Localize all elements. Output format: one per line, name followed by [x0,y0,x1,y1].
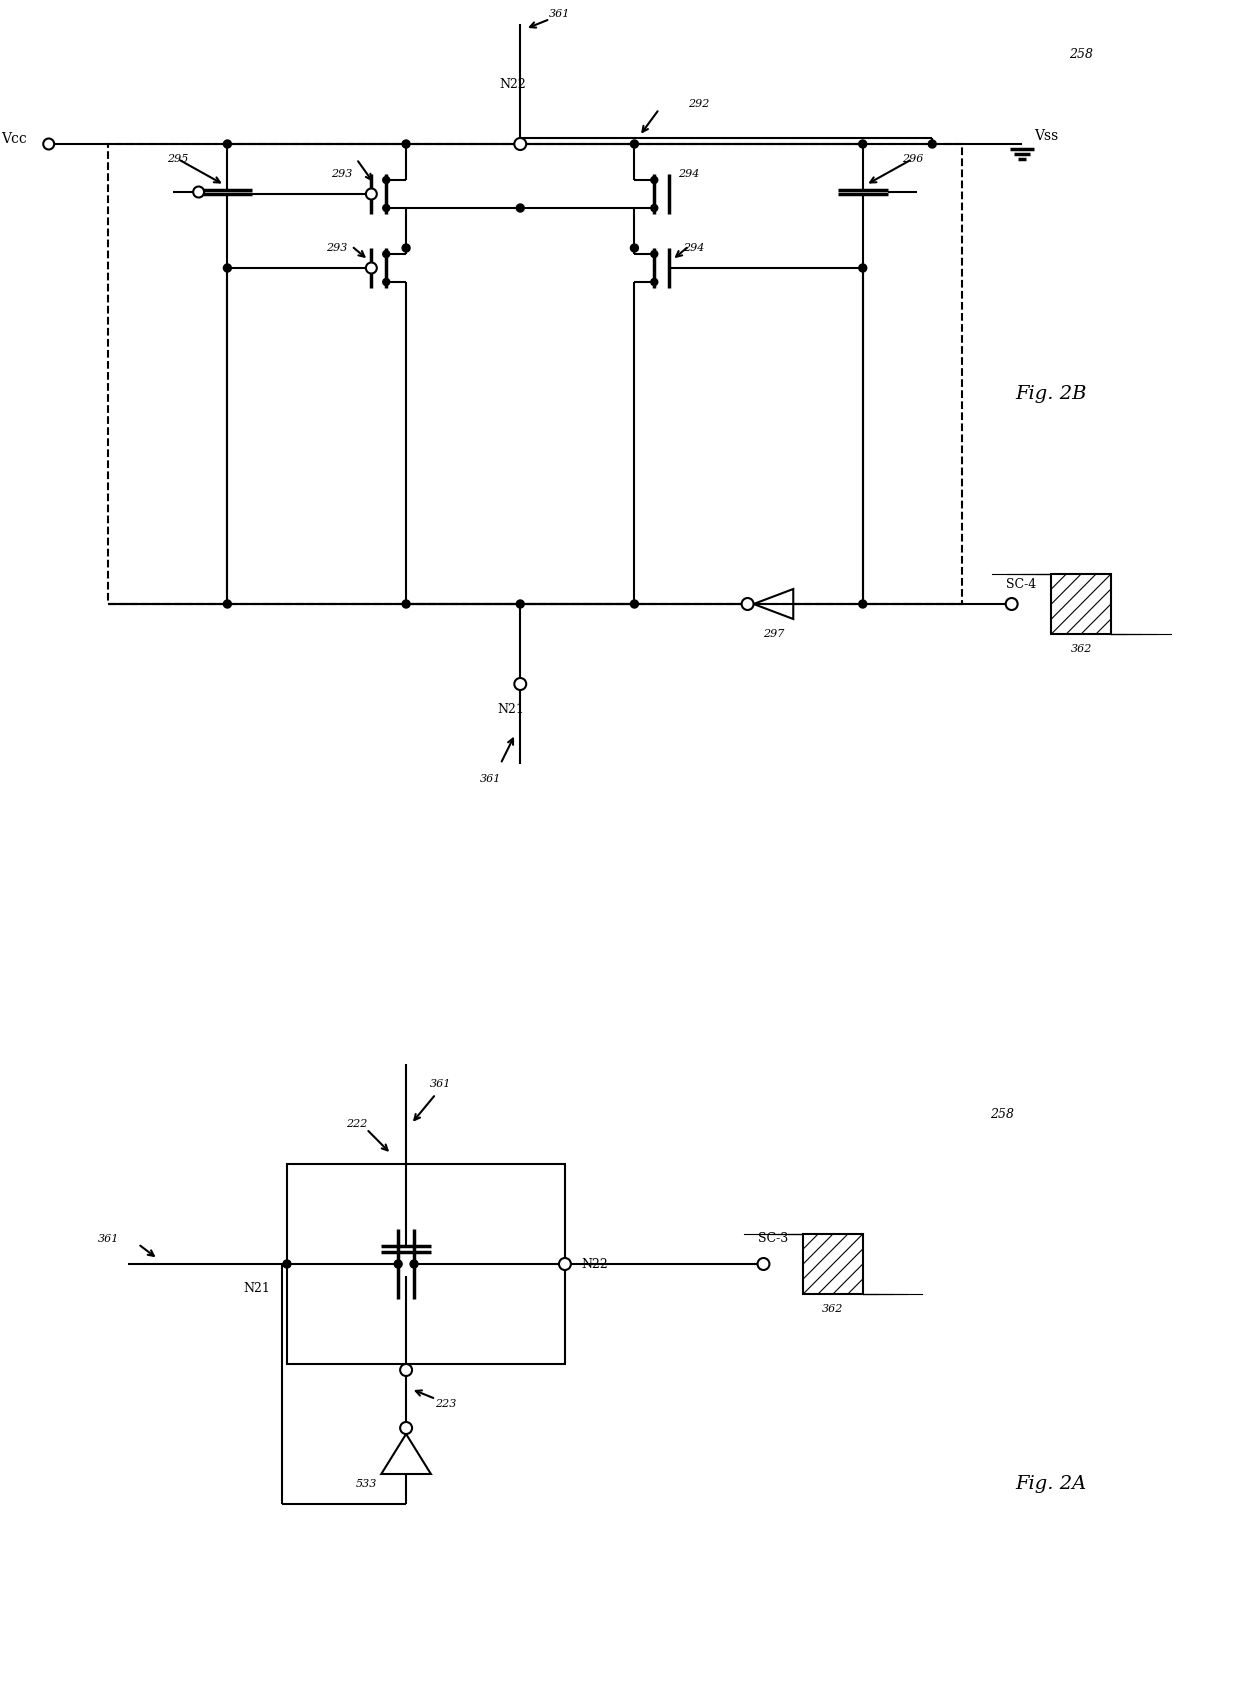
Circle shape [383,204,389,212]
Circle shape [223,600,232,608]
Circle shape [630,140,639,148]
Text: SC-4: SC-4 [1007,578,1037,591]
Text: 222: 222 [346,1118,367,1128]
Circle shape [401,1364,412,1376]
Circle shape [43,138,55,150]
Circle shape [516,204,525,212]
Text: 361: 361 [549,8,570,19]
Circle shape [223,264,232,273]
Text: 295: 295 [167,153,188,163]
Text: SC-3: SC-3 [759,1233,789,1246]
Circle shape [651,204,657,212]
Circle shape [383,251,389,258]
Text: N21: N21 [497,702,523,716]
Circle shape [383,177,389,184]
Circle shape [401,1421,412,1435]
Text: 293: 293 [326,242,347,253]
Circle shape [758,1258,770,1270]
Text: 294: 294 [683,242,704,253]
Text: N22: N22 [582,1258,608,1270]
Circle shape [651,251,657,258]
Circle shape [283,1260,291,1268]
Text: 297: 297 [763,630,784,638]
Circle shape [859,264,867,273]
Text: 294: 294 [678,168,699,179]
Bar [108,145,962,605]
Text: 362: 362 [822,1303,843,1314]
Circle shape [394,1260,402,1268]
Text: 258: 258 [1069,47,1094,61]
Text: 293: 293 [331,168,352,179]
Text: 258: 258 [990,1108,1014,1120]
Circle shape [410,1260,418,1268]
Text: 361: 361 [480,775,501,785]
Circle shape [859,600,867,608]
Circle shape [402,600,410,608]
Circle shape [383,278,389,286]
Circle shape [516,600,525,608]
Circle shape [366,189,377,199]
Text: 361: 361 [98,1234,119,1244]
Bar [804,1234,863,1293]
Text: 533: 533 [356,1479,377,1489]
Bar [1052,574,1111,633]
Text: 296: 296 [901,153,923,163]
Circle shape [742,598,754,610]
Circle shape [402,140,410,148]
Circle shape [402,244,410,253]
Circle shape [929,140,936,148]
Circle shape [630,600,639,608]
Text: Fig. 2B: Fig. 2B [1016,386,1087,402]
Circle shape [1006,598,1018,610]
Circle shape [515,138,526,150]
Circle shape [193,187,205,197]
Text: Vss: Vss [1034,130,1059,143]
Circle shape [515,679,526,690]
Bar [286,1164,565,1364]
Text: N22: N22 [498,77,526,91]
Circle shape [559,1258,570,1270]
Circle shape [651,278,657,286]
Text: 292: 292 [688,99,709,109]
Text: N21: N21 [244,1283,270,1295]
Text: 361: 361 [430,1079,451,1090]
Text: 223: 223 [435,1399,456,1410]
Circle shape [630,244,639,253]
Circle shape [859,140,867,148]
Circle shape [651,177,657,184]
Text: 362: 362 [1070,643,1092,653]
Text: Fig. 2A: Fig. 2A [1016,1475,1087,1494]
Text: Vcc: Vcc [1,131,27,147]
Circle shape [366,263,377,273]
Circle shape [223,140,232,148]
